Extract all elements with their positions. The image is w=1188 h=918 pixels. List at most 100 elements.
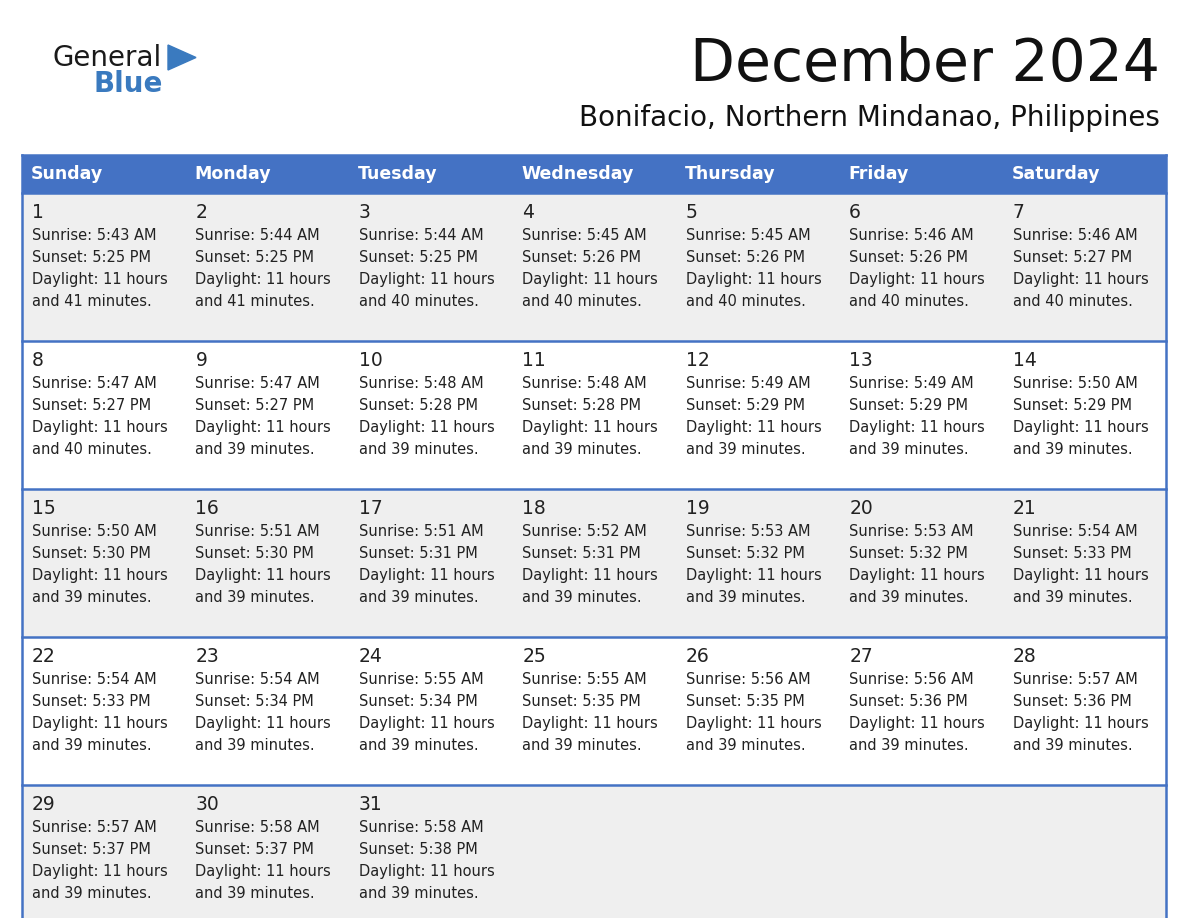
Text: Sunrise: 5:58 AM: Sunrise: 5:58 AM <box>359 820 484 835</box>
Text: Sunrise: 5:54 AM: Sunrise: 5:54 AM <box>32 672 157 687</box>
Bar <box>676 155 839 193</box>
Text: and 40 minutes.: and 40 minutes. <box>523 294 643 309</box>
Text: 4: 4 <box>523 203 535 222</box>
Bar <box>23 193 185 341</box>
Text: 8: 8 <box>32 351 44 370</box>
Text: 29: 29 <box>32 795 56 814</box>
Text: Daylight: 11 hours: Daylight: 11 hours <box>196 568 331 583</box>
Text: General: General <box>52 44 162 72</box>
Text: Daylight: 11 hours: Daylight: 11 hours <box>1012 420 1149 435</box>
Text: Daylight: 11 hours: Daylight: 11 hours <box>685 420 821 435</box>
Text: and 39 minutes.: and 39 minutes. <box>359 590 479 605</box>
Text: Sunset: 5:32 PM: Sunset: 5:32 PM <box>849 546 968 561</box>
Text: Daylight: 11 hours: Daylight: 11 hours <box>849 568 985 583</box>
Text: Friday: Friday <box>848 165 909 183</box>
Text: 13: 13 <box>849 351 873 370</box>
Text: 20: 20 <box>849 499 873 518</box>
Text: Sunset: 5:25 PM: Sunset: 5:25 PM <box>359 250 478 265</box>
Text: Daylight: 11 hours: Daylight: 11 hours <box>1012 568 1149 583</box>
Text: Sunset: 5:37 PM: Sunset: 5:37 PM <box>196 842 315 857</box>
Text: Daylight: 11 hours: Daylight: 11 hours <box>1012 716 1149 731</box>
Text: Daylight: 11 hours: Daylight: 11 hours <box>849 716 985 731</box>
Text: Daylight: 11 hours: Daylight: 11 hours <box>196 864 331 879</box>
Text: Sunset: 5:33 PM: Sunset: 5:33 PM <box>1012 546 1131 561</box>
Text: 25: 25 <box>523 647 546 666</box>
Text: 30: 30 <box>196 795 219 814</box>
Text: Sunset: 5:38 PM: Sunset: 5:38 PM <box>359 842 478 857</box>
Bar <box>185 489 349 637</box>
Text: Daylight: 11 hours: Daylight: 11 hours <box>196 272 331 287</box>
Text: Sunrise: 5:49 AM: Sunrise: 5:49 AM <box>849 376 974 391</box>
Text: Daylight: 11 hours: Daylight: 11 hours <box>359 272 494 287</box>
Text: Daylight: 11 hours: Daylight: 11 hours <box>685 568 821 583</box>
Text: 24: 24 <box>359 647 383 666</box>
Text: Tuesday: Tuesday <box>358 165 437 183</box>
Text: and 39 minutes.: and 39 minutes. <box>849 590 968 605</box>
Bar <box>185 341 349 489</box>
Bar <box>1003 155 1165 193</box>
Bar <box>23 489 185 637</box>
Bar <box>1003 193 1165 341</box>
Text: 10: 10 <box>359 351 383 370</box>
Bar <box>23 637 185 785</box>
Text: Sunrise: 5:54 AM: Sunrise: 5:54 AM <box>196 672 320 687</box>
Text: and 39 minutes.: and 39 minutes. <box>849 738 968 753</box>
Text: Sunset: 5:34 PM: Sunset: 5:34 PM <box>359 694 478 709</box>
Text: Daylight: 11 hours: Daylight: 11 hours <box>685 716 821 731</box>
Bar <box>512 489 676 637</box>
Text: 9: 9 <box>196 351 207 370</box>
Text: Sunset: 5:35 PM: Sunset: 5:35 PM <box>523 694 642 709</box>
Text: Sunrise: 5:46 AM: Sunrise: 5:46 AM <box>1012 228 1137 243</box>
Text: Daylight: 11 hours: Daylight: 11 hours <box>1012 272 1149 287</box>
Text: and 39 minutes.: and 39 minutes. <box>32 738 152 753</box>
Text: Sunset: 5:35 PM: Sunset: 5:35 PM <box>685 694 804 709</box>
Text: 6: 6 <box>849 203 861 222</box>
Text: Sunrise: 5:45 AM: Sunrise: 5:45 AM <box>523 228 647 243</box>
Text: Sunrise: 5:57 AM: Sunrise: 5:57 AM <box>32 820 157 835</box>
Text: and 39 minutes.: and 39 minutes. <box>196 442 315 457</box>
Text: and 39 minutes.: and 39 minutes. <box>359 886 479 901</box>
Text: Sunrise: 5:53 AM: Sunrise: 5:53 AM <box>849 524 974 539</box>
Text: 28: 28 <box>1012 647 1036 666</box>
Text: Daylight: 11 hours: Daylight: 11 hours <box>196 716 331 731</box>
Text: Sunset: 5:25 PM: Sunset: 5:25 PM <box>32 250 151 265</box>
Text: Monday: Monday <box>195 165 271 183</box>
Text: Sunset: 5:29 PM: Sunset: 5:29 PM <box>849 398 968 413</box>
Bar <box>1003 489 1165 637</box>
Text: Sunset: 5:25 PM: Sunset: 5:25 PM <box>196 250 315 265</box>
Text: Sunset: 5:29 PM: Sunset: 5:29 PM <box>685 398 804 413</box>
Bar <box>185 193 349 341</box>
Bar <box>349 193 512 341</box>
Text: Sunrise: 5:56 AM: Sunrise: 5:56 AM <box>685 672 810 687</box>
Text: Daylight: 11 hours: Daylight: 11 hours <box>32 568 168 583</box>
Bar <box>185 155 349 193</box>
Text: and 40 minutes.: and 40 minutes. <box>359 294 479 309</box>
Text: 22: 22 <box>32 647 56 666</box>
Text: and 41 minutes.: and 41 minutes. <box>196 294 315 309</box>
Text: Sunrise: 5:51 AM: Sunrise: 5:51 AM <box>359 524 484 539</box>
Text: Bonifacio, Northern Mindanao, Philippines: Bonifacio, Northern Mindanao, Philippine… <box>579 104 1159 132</box>
Bar <box>349 155 512 193</box>
Bar <box>512 637 676 785</box>
Text: Daylight: 11 hours: Daylight: 11 hours <box>32 420 168 435</box>
Text: Sunset: 5:28 PM: Sunset: 5:28 PM <box>359 398 478 413</box>
Bar <box>1003 785 1165 918</box>
Text: 1: 1 <box>32 203 44 222</box>
Text: 23: 23 <box>196 647 219 666</box>
Text: and 39 minutes.: and 39 minutes. <box>685 442 805 457</box>
Text: Daylight: 11 hours: Daylight: 11 hours <box>523 420 658 435</box>
Bar <box>1003 341 1165 489</box>
Text: and 39 minutes.: and 39 minutes. <box>523 442 642 457</box>
Text: Sunrise: 5:57 AM: Sunrise: 5:57 AM <box>1012 672 1137 687</box>
Text: Daylight: 11 hours: Daylight: 11 hours <box>32 864 168 879</box>
Text: Sunset: 5:29 PM: Sunset: 5:29 PM <box>1012 398 1132 413</box>
Text: and 39 minutes.: and 39 minutes. <box>196 738 315 753</box>
Text: Sunrise: 5:44 AM: Sunrise: 5:44 AM <box>196 228 320 243</box>
Text: Sunset: 5:31 PM: Sunset: 5:31 PM <box>523 546 642 561</box>
Bar <box>23 341 185 489</box>
Text: 5: 5 <box>685 203 697 222</box>
Text: Daylight: 11 hours: Daylight: 11 hours <box>523 272 658 287</box>
Text: and 40 minutes.: and 40 minutes. <box>849 294 969 309</box>
Text: Sunday: Sunday <box>31 165 103 183</box>
Text: Sunset: 5:36 PM: Sunset: 5:36 PM <box>1012 694 1131 709</box>
